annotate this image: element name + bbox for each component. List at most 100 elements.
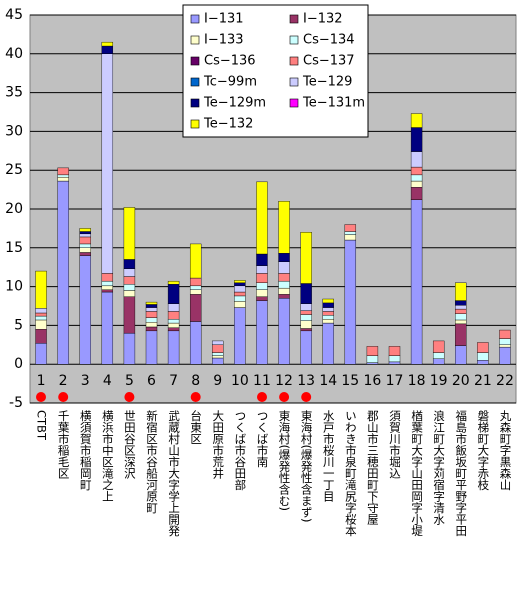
legend-label: Cs−136 bbox=[204, 54, 256, 69]
bar-segment bbox=[322, 311, 334, 316]
bar-segment bbox=[366, 355, 379, 363]
x-tick-label: 22 bbox=[496, 373, 514, 389]
bar-segment bbox=[79, 231, 91, 235]
bar-segment bbox=[189, 321, 202, 365]
bar-segment bbox=[455, 345, 467, 365]
marker bbox=[190, 392, 201, 402]
bar-segment bbox=[300, 330, 312, 365]
bar-segment bbox=[455, 323, 467, 346]
bar-segment bbox=[300, 328, 312, 332]
bar-segment bbox=[101, 280, 114, 287]
category-name: 大田原市荒井 bbox=[211, 409, 225, 480]
x-tick-label: 18 bbox=[408, 373, 426, 389]
bar-segment bbox=[167, 311, 180, 320]
bar-segment bbox=[35, 270, 47, 309]
bar-segment bbox=[123, 296, 136, 334]
bar-segment bbox=[455, 305, 467, 310]
bar-segment bbox=[189, 294, 202, 322]
bar-segment bbox=[410, 151, 423, 168]
bar-segment bbox=[278, 201, 290, 254]
bar-segment bbox=[145, 301, 158, 305]
bar-segment bbox=[432, 352, 445, 359]
legend-swatch bbox=[190, 98, 200, 108]
x-tick-label: 19 bbox=[430, 373, 448, 389]
bar-segment bbox=[256, 253, 268, 266]
category-name: CTBT bbox=[35, 410, 49, 441]
bar-segment bbox=[278, 261, 290, 274]
bar-segment bbox=[477, 360, 489, 365]
markers bbox=[36, 392, 312, 402]
bar-segment bbox=[256, 181, 268, 255]
y-tick-label: 40 bbox=[5, 46, 23, 62]
marker bbox=[36, 392, 46, 402]
marker bbox=[124, 392, 135, 402]
y-tick-label: 45 bbox=[5, 7, 23, 23]
category-name: 浪江町大字苅宿字清水 bbox=[432, 409, 446, 525]
category-name: 須賀川市堀込 bbox=[388, 409, 402, 479]
bar-segment bbox=[212, 355, 224, 359]
x-tick-label: 12 bbox=[275, 373, 293, 389]
y-tick-label: 30 bbox=[5, 123, 23, 139]
bar-segment bbox=[57, 180, 69, 365]
bar-segment bbox=[344, 234, 357, 241]
bar-segment bbox=[300, 314, 312, 321]
x-tick-label: 3 bbox=[81, 373, 90, 389]
bar-segment bbox=[35, 315, 47, 321]
bar-segment bbox=[256, 282, 268, 290]
category-name: 丸森町字黒森山 bbox=[498, 410, 512, 491]
bar-segment bbox=[234, 285, 246, 293]
bar-segment bbox=[145, 307, 158, 312]
bar-segment bbox=[455, 300, 467, 306]
bar-segment bbox=[455, 282, 467, 301]
bar-segment bbox=[455, 313, 467, 321]
bar-segment bbox=[499, 329, 511, 339]
bar-segment bbox=[410, 113, 423, 128]
bar-segment bbox=[57, 174, 69, 178]
marker bbox=[279, 392, 290, 402]
bar-segment bbox=[455, 308, 467, 314]
bar-segment bbox=[256, 300, 268, 365]
bar-segment bbox=[234, 291, 246, 297]
legend-swatch bbox=[190, 56, 200, 66]
bar-segment bbox=[499, 344, 511, 348]
legend-label: I−131 bbox=[204, 12, 244, 27]
bar-segment bbox=[145, 304, 158, 308]
x-tick-label: 20 bbox=[452, 373, 470, 389]
bar-segment bbox=[278, 287, 290, 295]
bar-segment bbox=[79, 236, 91, 245]
bar-segment bbox=[499, 338, 511, 346]
bar-segment bbox=[123, 332, 136, 365]
bar-segment bbox=[344, 224, 357, 232]
bar-segment bbox=[322, 298, 334, 304]
bar-segment bbox=[234, 307, 246, 365]
bar-segment bbox=[167, 280, 180, 285]
bar-segment bbox=[410, 166, 423, 176]
bar-segment bbox=[101, 45, 114, 55]
category-name: 千葉市稲毛区 bbox=[57, 410, 71, 479]
legend-swatch bbox=[289, 56, 299, 66]
legend-label: Te−129 bbox=[302, 75, 352, 90]
bar-segment bbox=[101, 53, 114, 274]
bar-segment bbox=[57, 176, 69, 182]
x-tick-label: 7 bbox=[169, 373, 178, 389]
x-tick-label: 14 bbox=[319, 373, 337, 389]
marker bbox=[257, 392, 267, 402]
x-tick-label: 5 bbox=[125, 373, 134, 389]
category-name: 世田谷区深沢 bbox=[123, 410, 137, 480]
category-name: いわき市泉町滝尻字桜本 bbox=[344, 410, 358, 537]
bar-segment bbox=[167, 327, 180, 332]
bar-segment bbox=[212, 344, 224, 353]
legend-label: Tc−99m bbox=[203, 75, 257, 90]
legend-label: Te−131m bbox=[302, 96, 365, 111]
legend-swatch bbox=[190, 77, 200, 87]
bar-segment bbox=[234, 282, 246, 287]
bar-segment bbox=[234, 295, 246, 302]
bar-segment bbox=[455, 319, 467, 325]
bar-segment bbox=[35, 319, 47, 330]
bar-segment bbox=[167, 318, 180, 324]
y-tick-label: 25 bbox=[5, 162, 23, 178]
bar-segment bbox=[212, 357, 224, 365]
bar-segment bbox=[145, 311, 158, 318]
category-name: つくば市谷田部 bbox=[233, 410, 247, 491]
bar-segment bbox=[322, 302, 334, 308]
